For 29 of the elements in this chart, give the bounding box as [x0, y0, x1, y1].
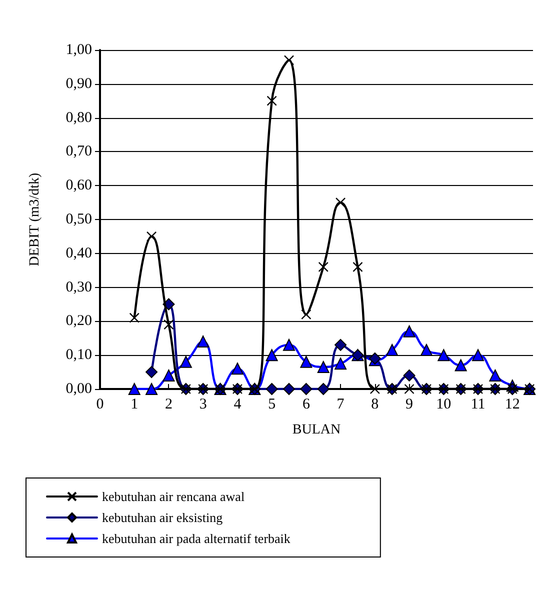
x-tick-label: 2 [164, 396, 172, 412]
x-tick-label: 5 [268, 396, 276, 412]
legend-label: kebutuhan air pada alternatif terbaik [102, 531, 291, 546]
y-tick-label: 1,00 [66, 42, 92, 58]
y-tick-label: 0,10 [66, 347, 92, 364]
y-tick-label: 0,60 [66, 178, 92, 194]
x-tick-label: 11 [470, 396, 486, 412]
y-tick-label: 0,90 [66, 76, 92, 92]
legend-label: kebutuhan air rencana awal [102, 489, 245, 504]
x-tick-label: 7 [336, 396, 345, 412]
x-tick-label: 4 [234, 396, 242, 412]
y-tick-label: 0,80 [66, 110, 92, 126]
legend-label: kebutuhan air eksisting [102, 510, 224, 525]
x-tick-label: 3 [199, 396, 207, 412]
x-axis-title: BULAN [292, 422, 341, 438]
y-tick-label: 0,70 [66, 144, 92, 160]
x-tick-label: 1 [130, 396, 138, 412]
x-tick-label: 6 [302, 396, 310, 412]
y-tick-label: 0,00 [66, 381, 92, 397]
y-tick-label: 0,50 [66, 212, 92, 228]
x-tick-label: 9 [406, 396, 414, 412]
y-axis-title: DEBIT (m3/dtk) [28, 172, 42, 266]
y-tick-label: 0,20 [66, 313, 92, 330]
y-tick-label: 0,30 [66, 279, 92, 296]
x-tick-label: 8 [371, 396, 379, 412]
x-tick-label: 12 [504, 396, 520, 412]
x-tick-label: 0 [96, 396, 104, 412]
y-tick-label: 0,40 [66, 245, 92, 262]
x-tick-label: 10 [436, 396, 452, 412]
